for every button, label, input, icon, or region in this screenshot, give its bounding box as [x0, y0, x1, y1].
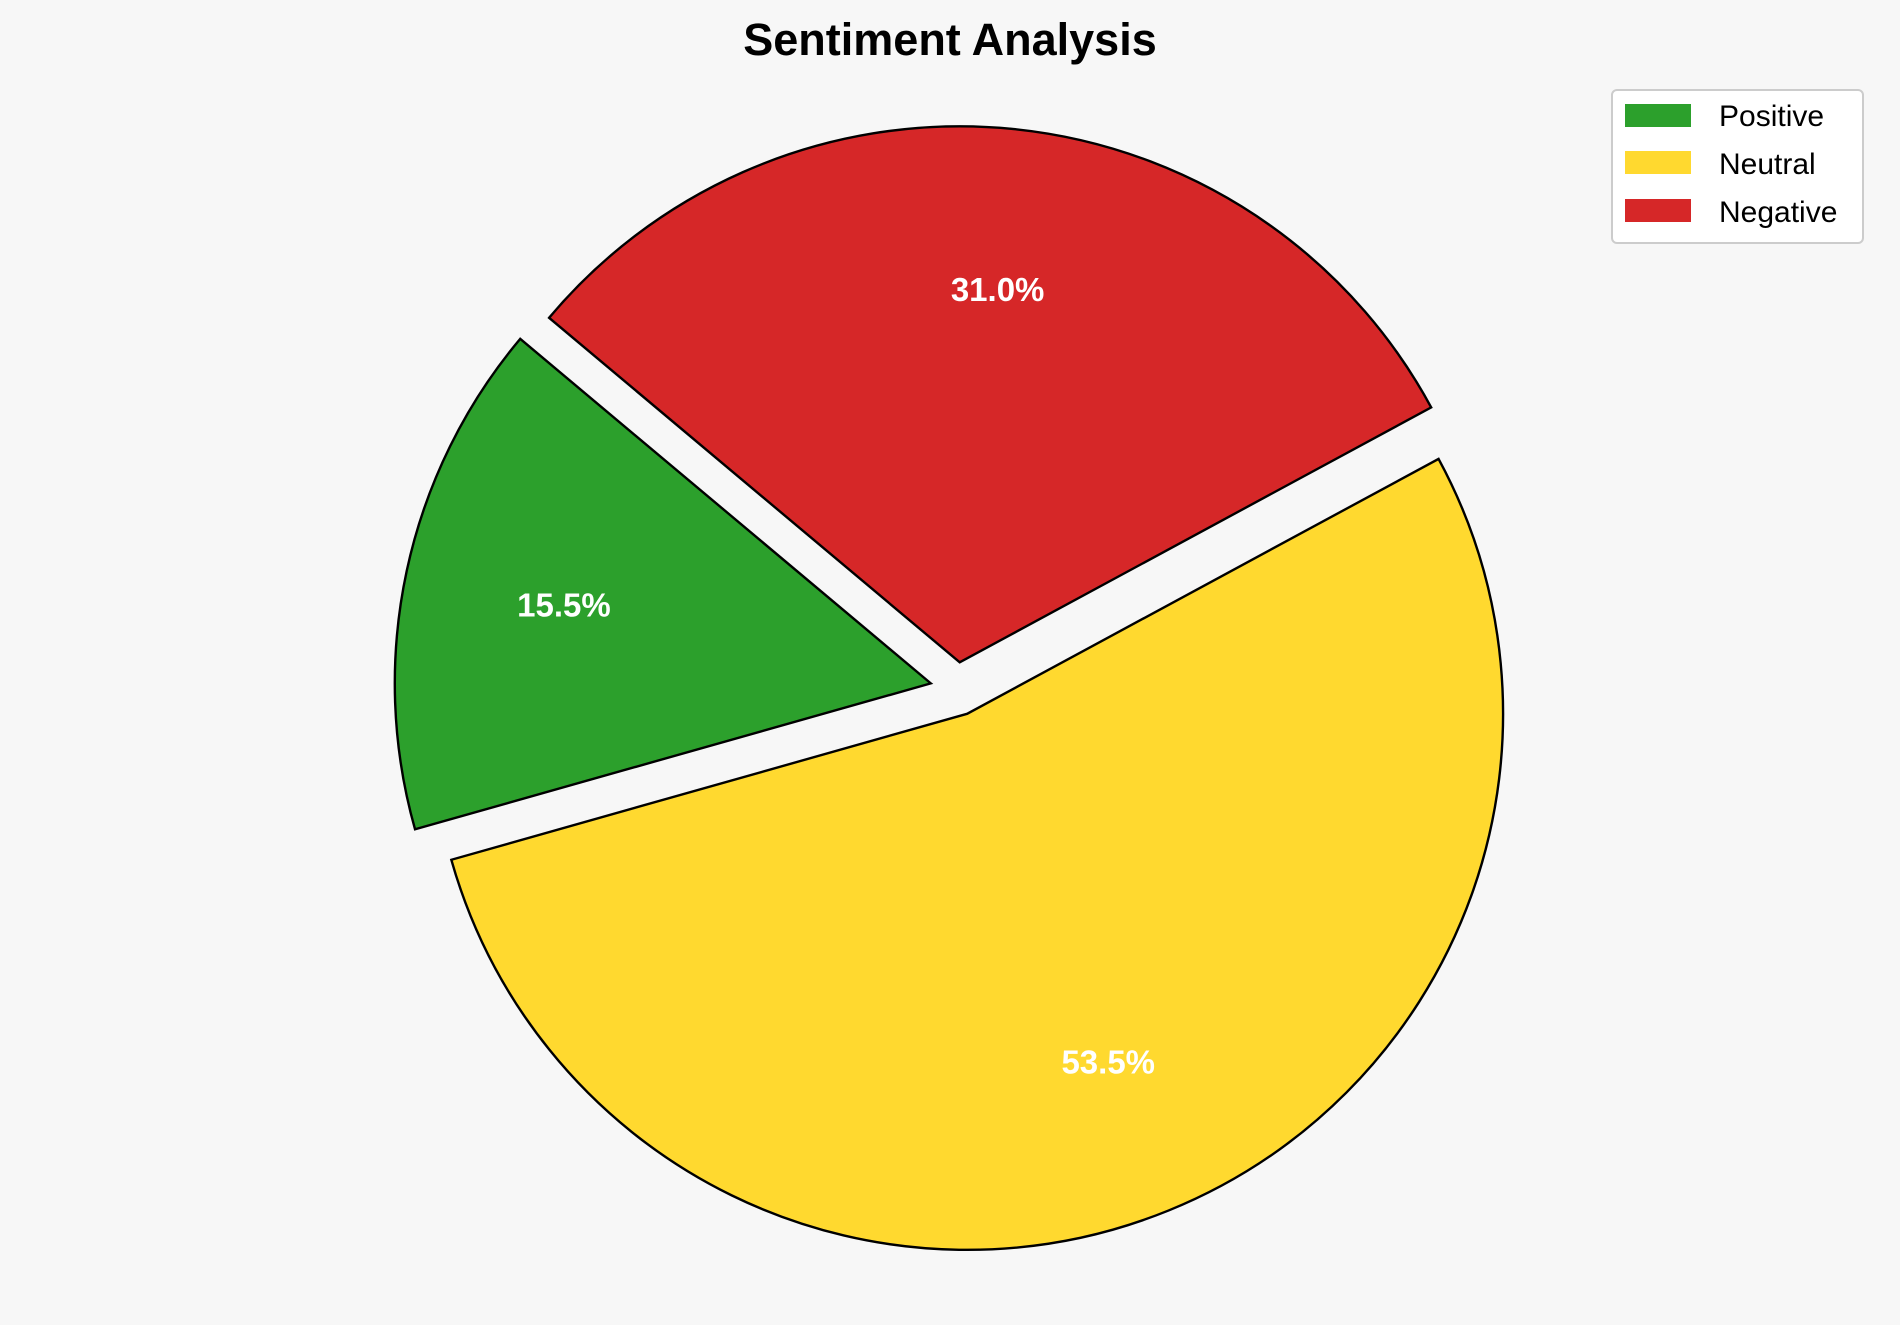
legend-label-positive: Positive [1719, 100, 1824, 133]
wedges [393, 125, 1505, 1252]
legend-label-neutral: Neutral [1719, 148, 1816, 181]
legend-label-negative: Negative [1719, 196, 1837, 229]
legend-swatch-positive [1625, 104, 1691, 127]
wedge-neutral [449, 457, 1505, 1252]
wedge-label-neutral: 53.5% [1061, 1043, 1155, 1080]
wedge-positive [393, 337, 934, 831]
legend-swatch-neutral [1625, 151, 1691, 174]
wedge-negative [547, 125, 1433, 664]
wedge-labels: 15.5% 53.5% 31.0% [517, 271, 1155, 1080]
legend-swatch-negative [1625, 199, 1691, 222]
chart-title: Sentiment Analysis [743, 14, 1156, 65]
wedge-label-negative: 31.0% [951, 271, 1045, 308]
wedge-label-positive: 15.5% [517, 587, 611, 624]
legend: Positive Neutral Negative [1611, 89, 1864, 244]
